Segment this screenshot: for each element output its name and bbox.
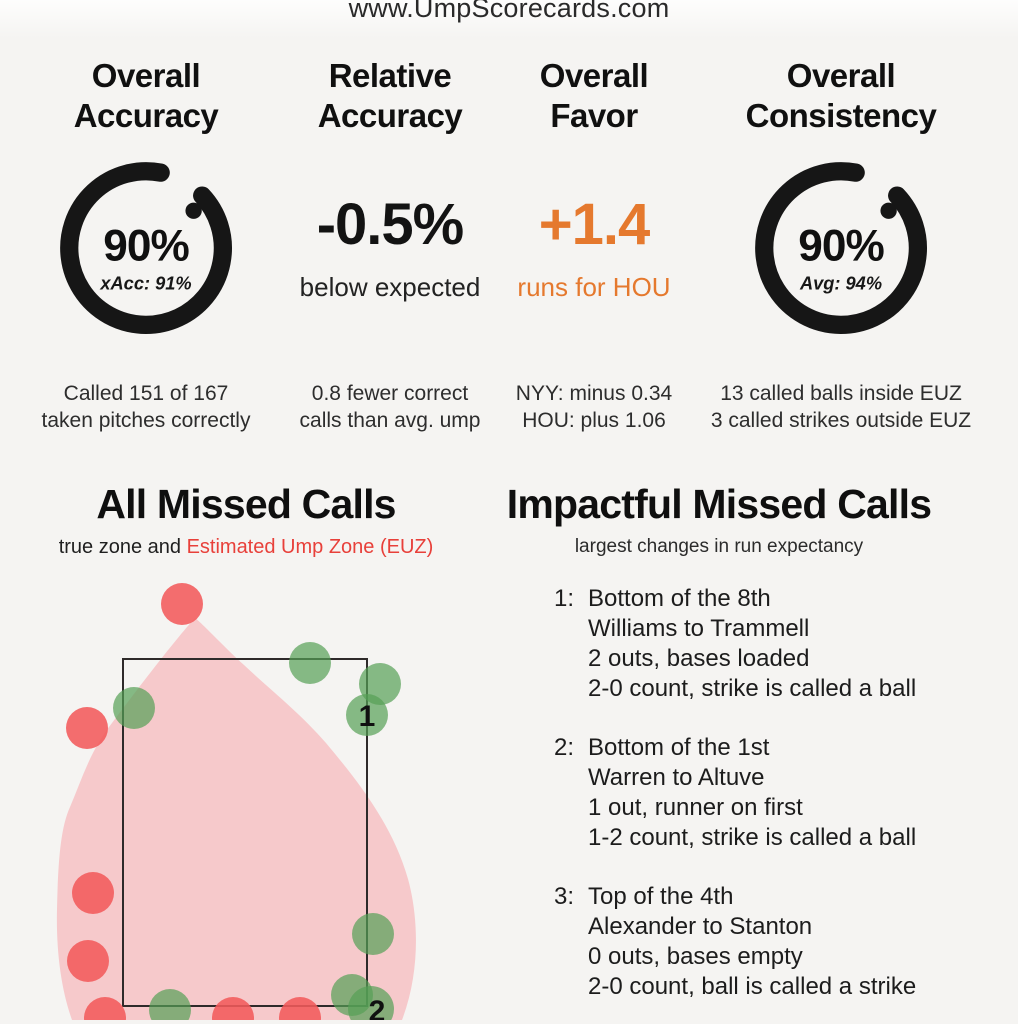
stat-note: NYY: minus 0.34 HOU: plus 1.06: [488, 380, 700, 434]
item-line: 0 outs, bases empty: [588, 943, 803, 970]
stat-note-line: calls than avg. ump: [299, 409, 481, 432]
all-missed-calls-subtitle: true zone and Estimated Ump Zone (EUZ): [0, 536, 492, 559]
stat-viz: 90% Avg: 94%: [700, 142, 982, 354]
item-line: Top of the 4th: [588, 883, 734, 910]
pitch-dot: [66, 707, 108, 749]
stat-title-line: Accuracy: [317, 97, 463, 134]
donut-subvalue: Avg: 94%: [799, 272, 882, 293]
stat-note-line: 13 called balls inside EUZ: [720, 382, 962, 405]
item-body: Bottom of the 8th Williams to Trammell 2…: [588, 584, 916, 704]
pitch-dot: [279, 997, 321, 1020]
item-line: 1-2 count, strike is called a ball: [588, 824, 917, 851]
stat-overall-accuracy: Overall Accuracy 90% xAcc: 91% Called 15…: [0, 56, 292, 434]
stat-title-line: Relative: [328, 57, 452, 94]
item-body: Bottom of the 1st Warren to Altuve 1 out…: [588, 733, 916, 853]
item-number: 2:: [553, 734, 574, 761]
item-body: Top of the 4th Alexander to Stanton 0 ou…: [588, 882, 916, 1002]
stat-viz: 90% xAcc: 91%: [0, 142, 292, 354]
consistency-donut-chart: 90% Avg: 94%: [755, 162, 927, 334]
item-line: Alexander to Stanton: [588, 913, 813, 940]
stat-title-line: Accuracy: [73, 97, 219, 134]
pitch-dot: [67, 940, 109, 982]
donut-ring-hook: [185, 202, 202, 219]
stat-note: Called 151 of 167 taken pitches correctl…: [0, 380, 292, 434]
item-line: Warren to Altuve: [588, 764, 765, 791]
stat-note-line: NYY: minus 0.34: [515, 382, 673, 405]
overall-favor-caption: runs for HOU: [517, 271, 671, 302]
pitch-dot: [346, 694, 388, 736]
stat-note-line: taken pitches correctly: [41, 409, 251, 432]
bottom-section: All Missed Calls true zone and Estimated…: [0, 480, 1018, 1024]
stat-title: Overall Consistency: [700, 56, 982, 136]
impactful-missed-calls-panel: Impactful Missed Calls largest changes i…: [492, 480, 1018, 1024]
item-line: 2-0 count, ball is called a strike: [588, 973, 917, 1000]
dot-number-labels: 12: [359, 700, 386, 1020]
donut-subvalue: xAcc: 91%: [99, 272, 191, 293]
item-line: Williams to Trammell: [588, 615, 810, 642]
stat-title-line: Overall: [91, 57, 201, 94]
relative-accuracy-caption: below expected: [299, 271, 481, 302]
stat-title-line: Overall: [786, 57, 896, 94]
stat-title: Overall Favor: [488, 56, 700, 136]
stat-viz: +1.4 runs for HOU: [488, 142, 700, 354]
pitch-dot: [72, 872, 114, 914]
relative-accuracy-value: -0.5%: [316, 191, 465, 257]
stat-viz: -0.5% below expected: [292, 142, 488, 354]
pitch-dot: [212, 997, 254, 1020]
stat-note-line: 0.8 fewer correct: [311, 382, 469, 405]
impactful-missed-calls-title: Impactful Missed Calls: [506, 481, 932, 527]
item-line: 2-0 count, strike is called a ball: [588, 675, 917, 702]
donut-ring-hook: [880, 202, 897, 219]
stat-title: Relative Accuracy: [292, 56, 488, 136]
item-line: Bottom of the 1st: [588, 734, 770, 761]
stat-overall-consistency: Overall Consistency 90% Avg: 94% 13 call…: [700, 56, 1018, 434]
stat-title-line: Overall: [539, 57, 649, 94]
all-missed-calls-panel: All Missed Calls true zone and Estimated…: [0, 480, 492, 1024]
accuracy-donut-chart: 90% xAcc: 91%: [60, 162, 232, 334]
true-zone-label: true zone and: [58, 536, 187, 558]
donut-ring: [60, 162, 232, 334]
missed-calls-scatter-plot: 12: [56, 583, 416, 1020]
impactful-calls-list: 1: Bottom of the 8th Williams to Trammel…: [492, 584, 1018, 1002]
item-line: 2 outs, bases loaded: [588, 645, 810, 672]
donut-ring: [755, 162, 927, 334]
dot-number-label: 1: [359, 700, 376, 733]
dot-number-label: 2: [369, 995, 386, 1020]
all-missed-calls-title: All Missed Calls: [96, 481, 396, 527]
pitch-dot: [84, 997, 126, 1020]
stat-overall-favor: Overall Favor +1.4 runs for HOU NYY: min…: [488, 56, 700, 434]
donut-value: 90%: [103, 221, 189, 270]
pitch-dot: [113, 687, 155, 729]
stat-note-line: 3 called strikes outside EUZ: [710, 409, 972, 432]
stat-note-line: Called 151 of 167: [63, 382, 229, 405]
stat-relative-accuracy: Relative Accuracy -0.5% below expected 0…: [292, 56, 488, 434]
euz-label: Estimated Ump Zone (EUZ): [186, 536, 434, 558]
stat-title: Overall Accuracy: [0, 56, 292, 136]
pitch-dots: [66, 583, 401, 1020]
item-number: 1:: [553, 585, 574, 612]
list-item: 3: Top of the 4th Alexander to Stanton 0…: [492, 882, 1018, 1002]
donut-value: 90%: [798, 221, 884, 270]
pitch-dot: [289, 642, 331, 684]
stat-title-line: Consistency: [745, 97, 937, 134]
pitch-dot: [149, 989, 191, 1020]
stat-note-line: HOU: plus 1.06: [522, 409, 666, 432]
impactful-missed-calls-subtitle: largest changes in run expectancy: [574, 536, 864, 557]
list-item: 2: Bottom of the 1st Warren to Altuve 1 …: [492, 733, 1018, 853]
stat-title-line: Favor: [550, 97, 638, 134]
pitch-dot: [161, 583, 203, 625]
site-url-link[interactable]: www.UmpScorecards.com: [348, 0, 670, 23]
stat-note: 0.8 fewer correct calls than avg. ump: [292, 380, 488, 434]
pitch-dot: [348, 986, 394, 1020]
item-line: 1 out, runner on first: [588, 794, 803, 821]
overall-favor-value: +1.4: [538, 191, 650, 257]
item-number: 3:: [553, 883, 574, 910]
stats-row: Overall Accuracy 90% xAcc: 91% Called 15…: [0, 56, 1018, 434]
stat-note: 13 called balls inside EUZ 3 called stri…: [700, 380, 982, 434]
pitch-dot: [352, 913, 394, 955]
item-line: Bottom of the 8th: [588, 585, 771, 612]
list-item: 1: Bottom of the 8th Williams to Trammel…: [492, 584, 1018, 704]
